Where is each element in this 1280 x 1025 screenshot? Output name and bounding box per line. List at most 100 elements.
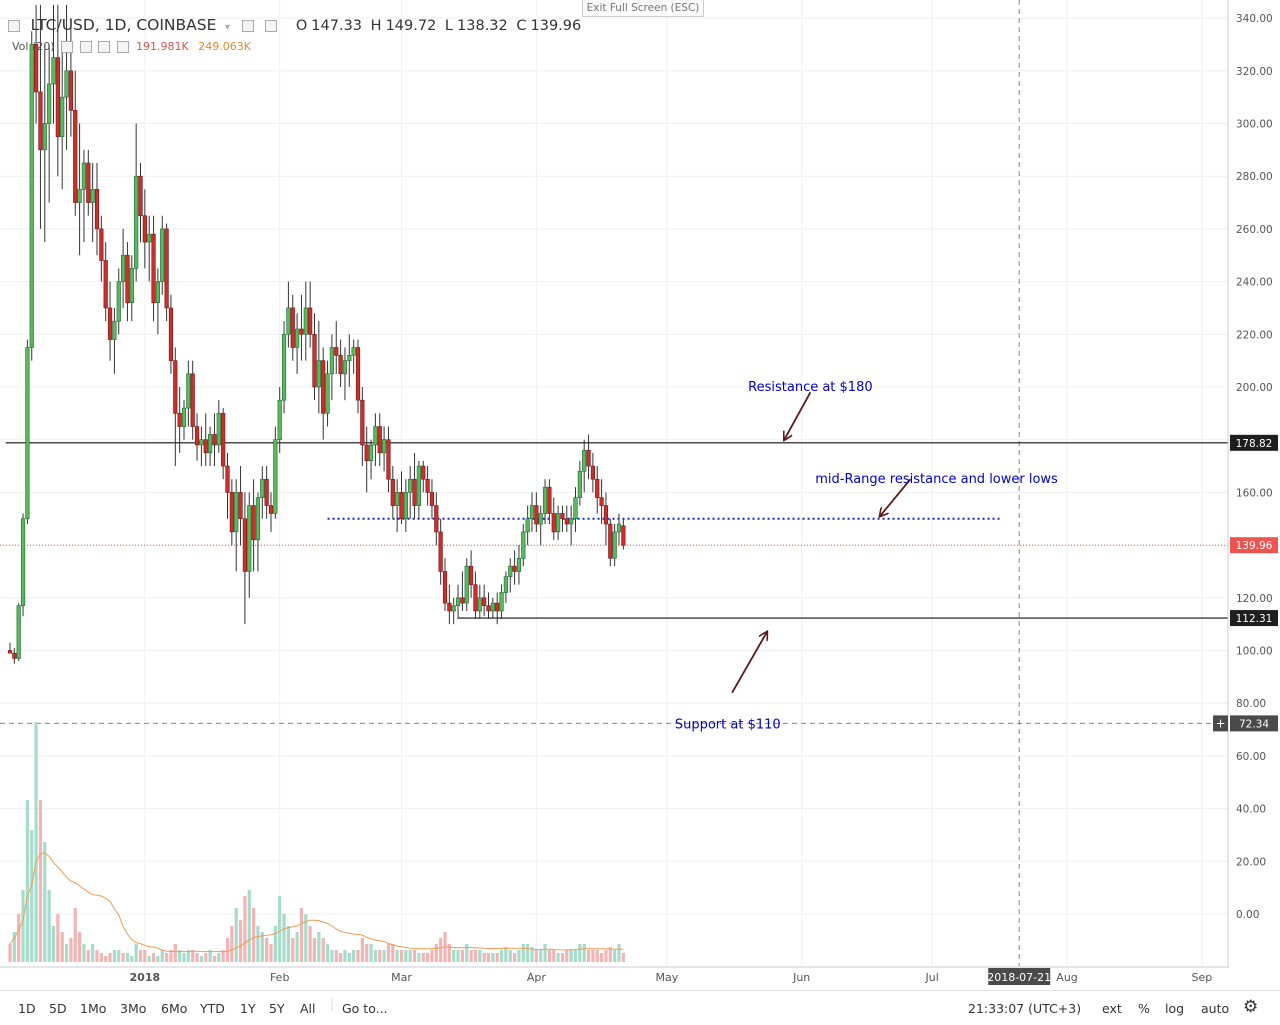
volume-bar — [312, 938, 317, 962]
candle-body — [616, 523, 622, 533]
gear-icon[interactable]: ⚙ — [1243, 997, 1259, 1017]
candle-body — [421, 465, 426, 480]
volume-bar — [225, 938, 230, 962]
volume-bar — [617, 944, 621, 962]
chevron-down-icon[interactable]: ▾ — [225, 22, 231, 33]
candle-body — [68, 70, 73, 111]
candle-body — [125, 254, 130, 303]
candle-body — [321, 360, 326, 414]
candle-body — [512, 565, 517, 572]
candle-body — [569, 518, 574, 525]
timeframe-5d[interactable]: 5D — [49, 1001, 67, 1016]
volume-bar — [543, 944, 547, 962]
log-toggle[interactable]: log — [1165, 1001, 1185, 1016]
volume-bar — [421, 953, 425, 962]
auto-toggle[interactable]: auto — [1201, 1001, 1230, 1016]
volume-bar — [530, 947, 534, 962]
candle-body — [116, 281, 121, 322]
y-tick-label: 240.00 — [1236, 277, 1273, 289]
volume-pane — [8, 722, 625, 962]
volume-bar — [513, 953, 517, 962]
volume-bar — [621, 953, 625, 962]
clock: 21:33:07 (UTC+3) — [968, 1001, 1082, 1016]
candle-body — [51, 57, 56, 85]
close-icon[interactable] — [116, 41, 129, 53]
timeframe-5y[interactable]: 5Y — [269, 1001, 285, 1016]
chart-canvas[interactable]: Resistance at $180 mid-Range resistance a… — [0, 0, 1280, 990]
price-label: 112.31 — [1236, 613, 1273, 625]
candle-body — [155, 281, 161, 303]
volume-bar — [317, 932, 321, 962]
candle-body — [551, 513, 556, 533]
annotation-text: Support at $110 — [675, 717, 781, 732]
candle-body — [134, 175, 139, 269]
high-label: H — [370, 18, 382, 34]
volume-bar — [104, 956, 108, 962]
candle-body — [595, 478, 600, 498]
candle-body — [129, 268, 134, 303]
timeframe-all[interactable]: All — [300, 1001, 316, 1016]
volume-bar — [273, 926, 277, 962]
plus-icon: + — [1215, 716, 1225, 730]
timeframe-1y[interactable]: 1Y — [240, 1001, 256, 1016]
volume-bar — [430, 950, 434, 962]
candle-body — [508, 565, 513, 578]
volume-bar — [395, 950, 399, 962]
candle-body — [377, 426, 382, 454]
candle-body — [464, 565, 469, 604]
collapse-icon[interactable] — [8, 20, 20, 32]
candle-body — [547, 486, 552, 514]
timeframe-1d[interactable]: 1D — [18, 1001, 36, 1016]
volume-bar — [8, 944, 12, 962]
timeframe-6mo[interactable]: 6Mo — [161, 1001, 188, 1016]
candle-body — [81, 162, 87, 190]
plus-icon[interactable] — [98, 41, 111, 53]
candle-body — [612, 531, 617, 559]
candle-body — [577, 471, 582, 498]
volume-bar — [499, 950, 504, 962]
y-tick-label: 40.00 — [1236, 804, 1266, 816]
timeframe-ytd[interactable]: YTD — [200, 1001, 225, 1016]
volume-bar — [352, 950, 356, 962]
candle-body — [368, 444, 374, 462]
percent-toggle[interactable]: % — [1138, 1001, 1150, 1016]
settings-icon[interactable] — [265, 20, 278, 32]
volume-bar — [447, 944, 451, 962]
candle-body — [86, 162, 91, 203]
ext-toggle[interactable]: ext — [1102, 1001, 1122, 1016]
volume-bar — [186, 950, 190, 962]
volume-bar — [191, 950, 195, 962]
volume-bar — [147, 956, 151, 962]
goto-date-button[interactable]: Go to... — [342, 1001, 388, 1016]
volume-bar — [21, 890, 25, 962]
timeframe-1mo[interactable]: 1Mo — [80, 1001, 107, 1016]
candle-body — [503, 576, 509, 593]
eye-icon[interactable] — [241, 20, 254, 32]
volume-bar — [604, 950, 608, 962]
volume-bar — [573, 950, 578, 962]
candle-body — [42, 123, 47, 151]
x-tick-label: May — [655, 971, 678, 984]
candle-body — [429, 492, 435, 506]
volume-bar — [373, 950, 377, 962]
exit-fullscreen-button[interactable]: Exit Full Screen (ESC) — [582, 0, 704, 17]
candle-body — [55, 57, 60, 137]
volume-bar — [560, 953, 565, 962]
crosshair-date-box — [988, 968, 1051, 985]
candle-body — [325, 373, 330, 414]
candle-body — [582, 449, 587, 472]
candle-body — [334, 347, 339, 356]
candle-body — [316, 360, 321, 388]
volume-bar — [539, 950, 543, 962]
bottom-toolbar: 1D 5D 1Mo 3Mo 6Mo YTD 1Y 5Y All | Go to.… — [0, 990, 1280, 1025]
candle-body — [212, 434, 217, 446]
volume-bar — [143, 950, 147, 962]
settings-icon[interactable] — [79, 41, 92, 53]
timeframe-3mo[interactable]: 3Mo — [120, 1001, 147, 1016]
y-tick-label: 100.00 — [1236, 646, 1273, 658]
candle-body — [355, 347, 361, 401]
symbol-title[interactable]: LTC/USD, 1D, COINBASE — [30, 16, 217, 34]
candle-body — [277, 399, 282, 440]
candle-body — [33, 44, 39, 93]
eye-icon[interactable] — [61, 41, 74, 53]
